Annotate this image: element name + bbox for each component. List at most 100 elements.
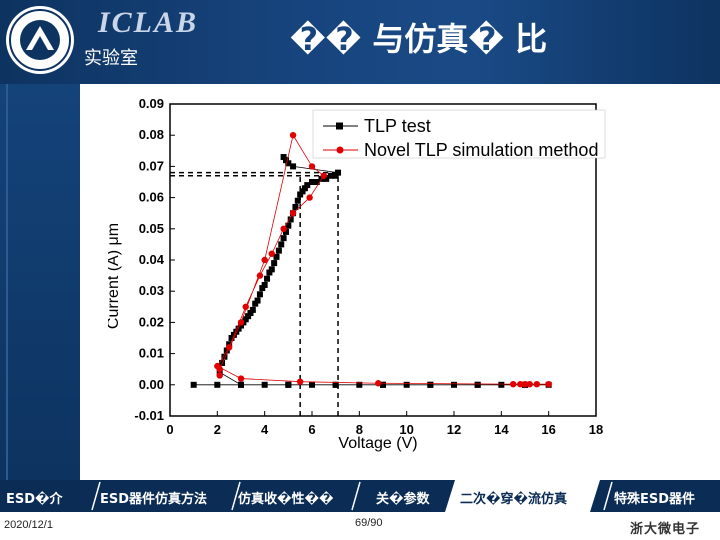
data-point-simulation (256, 272, 264, 279)
data-point-tlp-test (285, 222, 292, 229)
data-point-tlp-test (356, 381, 363, 388)
data-point-tlp-test (380, 381, 386, 388)
data-point-tlp-test (282, 157, 289, 164)
data-point-tlp-test (266, 269, 273, 276)
data-point-tlp-test (451, 381, 457, 388)
data-point-tlp-test (427, 381, 434, 388)
y-tick-label: 0.09 (139, 96, 164, 111)
chart-axes: 0 2 4 6 8 10 12 14 16 18 0.09 0.08 0.07 0.06 0.05 0.04 0… (134, 96, 603, 437)
slide-footer: 2020/12/1 69/90 浙大微电子 (0, 512, 720, 540)
nav-item-convergence[interactable]: 仿真收�性�� (238, 492, 334, 507)
data-point-tlp-test (498, 381, 505, 388)
data-point-simulation (289, 132, 297, 139)
y-tick-label: 0.08 (139, 127, 164, 142)
data-point-simulation (261, 256, 268, 264)
data-point-simulation (306, 194, 313, 201)
tlp-iv-chart: 0 2 4 6 8 10 12 14 16 18 0.09 0.08 0.07 0.06 0.05 0.04 0… (108, 96, 612, 452)
data-point-tlp-test (261, 281, 268, 288)
data-point-tlp-test (280, 235, 287, 242)
nav-item-secondary-breakdown[interactable]: 二次�穿�流仿真 (460, 492, 567, 507)
data-point-tlp-test (313, 179, 320, 185)
left-decoration-bar (0, 84, 80, 480)
data-point-simulation (225, 344, 233, 351)
data-point-simulation (375, 380, 382, 387)
data-point-simulation (296, 378, 304, 385)
data-point-tlp-test (290, 163, 297, 170)
data-point-simulation (242, 303, 249, 310)
data-point-simulation (268, 250, 275, 257)
data-point-tlp-test (242, 316, 249, 323)
data-point-tlp-test (474, 381, 481, 388)
data-point-tlp-test (261, 381, 268, 388)
data-point-tlp-test (252, 300, 259, 307)
data-point-tlp-test (309, 179, 315, 185)
data-point-tlp-test (332, 172, 339, 179)
data-point-tlp-test (304, 182, 311, 189)
data-point-tlp-test (264, 275, 271, 282)
data-point-tlp-test (268, 266, 275, 273)
data-point-tlp-test (403, 381, 410, 388)
y-axis-label: Current (A) μm (108, 223, 122, 329)
legend-box (312, 109, 606, 159)
data-point-tlp-test (285, 381, 292, 388)
nav-item-key-params[interactable]: 关�参数 (376, 492, 430, 507)
data-point-simulation (517, 380, 524, 388)
x-tick-label: 6 (308, 422, 315, 437)
data-point-simulation (545, 380, 552, 388)
zju-seal-icon (6, 6, 74, 74)
data-point-simulation (526, 380, 533, 388)
data-point-simulation (533, 380, 541, 388)
legend-marker-simulation (336, 146, 344, 154)
data-point-simulation (289, 210, 297, 217)
data-point-simulation (214, 362, 221, 370)
data-point-tlp-test (335, 169, 342, 176)
nav-tabs-shape (91, 480, 613, 512)
data-point-simulation (320, 172, 328, 179)
reference-lines (170, 171, 339, 416)
data-point-tlp-test (301, 185, 308, 192)
data-point-tlp-test (233, 328, 240, 335)
data-point-simulation (280, 225, 287, 232)
chart-series (190, 132, 552, 388)
lab-name: ICLAB (98, 6, 199, 39)
x-tick-label: 8 (356, 422, 363, 437)
x-tick-label: 4 (261, 422, 269, 437)
x-tick-label: 0 (166, 422, 173, 437)
data-point-tlp-test (271, 260, 278, 267)
y-tick-label: 0.06 (139, 190, 164, 205)
data-point-simulation (308, 163, 316, 170)
data-point-tlp-test (282, 228, 289, 235)
x-tick-label: 12 (447, 422, 461, 437)
data-point-tlp-test (256, 291, 263, 298)
y-tick-label: 0.01 (139, 346, 164, 361)
legend-label-tlp-test: TLP test (364, 116, 431, 136)
data-point-tlp-test (297, 191, 304, 198)
nav-item-esd-intro[interactable]: ESD�介 (6, 492, 63, 507)
y-tick-label: 0.05 (139, 221, 164, 236)
data-point-tlp-test (294, 197, 301, 204)
data-point-tlp-test (254, 297, 261, 304)
legend-label-simulation: Novel TLP simulation method (364, 140, 598, 160)
data-point-tlp-test (323, 175, 330, 182)
data-point-tlp-test (228, 335, 235, 341)
data-point-tlp-test (221, 353, 228, 360)
data-point-simulation (237, 319, 245, 326)
data-point-tlp-test (247, 310, 254, 317)
x-axis-label: Voltage (V) (338, 435, 417, 452)
data-point-tlp-test (275, 247, 282, 254)
data-point-tlp-test (309, 381, 315, 388)
data-point-tlp-test (327, 172, 334, 179)
data-point-tlp-test (280, 154, 287, 161)
y-tick-label: 0.07 (139, 158, 164, 173)
page-number: 69/90 (355, 517, 383, 529)
data-point-tlp-test (259, 285, 266, 292)
slide-date: 2020/12/1 (4, 519, 53, 531)
data-point-tlp-test (219, 359, 226, 366)
active-tab-highlight (445, 480, 600, 512)
nav-item-special-esd[interactable]: 特殊ESD器件 (614, 492, 696, 507)
data-point-tlp-test (273, 253, 280, 260)
nav-item-device-sim-method[interactable]: ESD器件仿真方法 (100, 492, 208, 507)
data-point-tlp-test (235, 325, 242, 332)
data-point-tlp-test (287, 216, 294, 223)
data-point-tlp-test (249, 306, 256, 313)
